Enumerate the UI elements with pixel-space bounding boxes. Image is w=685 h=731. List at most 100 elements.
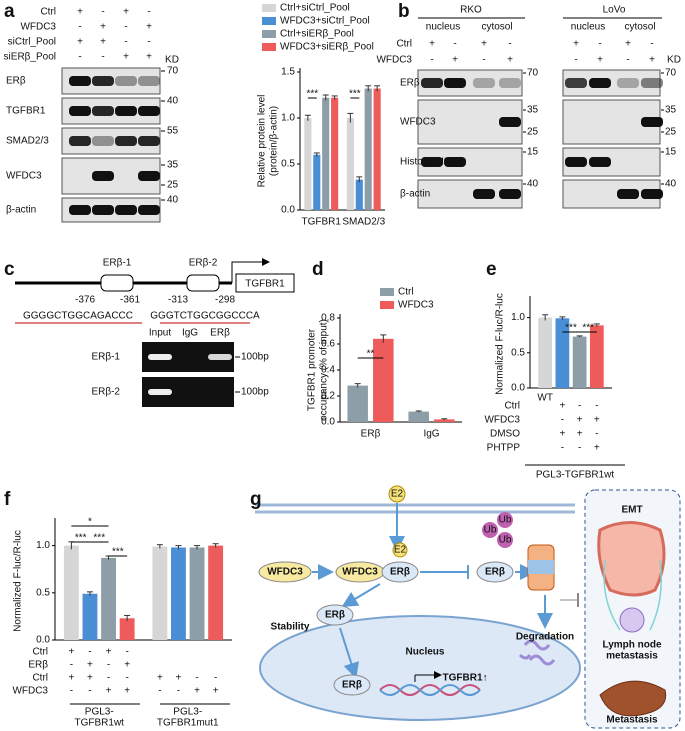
band	[617, 189, 639, 199]
y-tick-label: 1.0	[36, 540, 50, 551]
sign: +	[124, 660, 130, 671]
lymph: metastasis	[606, 651, 658, 662]
kd-value: 70	[527, 68, 539, 79]
stability: Stability	[271, 622, 310, 633]
y-tick-label: 0.2	[321, 391, 335, 402]
band	[92, 136, 114, 146]
site-label: ERβ-2	[189, 258, 218, 269]
kd-value: 35	[167, 160, 179, 171]
band	[92, 76, 114, 86]
row-label: WFDC3	[6, 171, 42, 182]
sign: -	[107, 660, 110, 671]
sign: -	[598, 39, 601, 50]
sign: +	[100, 22, 106, 33]
sign: -	[574, 55, 577, 66]
lane-label: Input	[149, 328, 171, 339]
bar	[589, 325, 604, 388]
sign: -	[101, 7, 104, 18]
row-label: WFDC3	[400, 117, 436, 128]
bar	[208, 545, 224, 640]
band	[138, 171, 160, 181]
sequence: GGGTCTGGCGGCCCA	[150, 311, 260, 322]
wfdc3: WFDC3	[342, 567, 378, 578]
sign: -	[195, 673, 198, 684]
legend-label: Ctrl+siCtrl_Pool	[280, 3, 350, 14]
bar	[101, 557, 116, 640]
bar	[189, 547, 205, 640]
row-label: Histone H3	[400, 157, 450, 168]
y-tick-label: 0.5	[281, 159, 295, 170]
legend-swatch	[380, 301, 394, 309]
marker-label: 100bp	[241, 352, 269, 363]
row-label: DMSO	[490, 429, 520, 440]
sign: +	[87, 673, 93, 684]
binding-site	[186, 274, 220, 292]
row-label: ERβ-1	[91, 352, 120, 363]
y-tick-label: 0.0	[321, 417, 335, 428]
band	[69, 136, 91, 146]
kd-value: 25	[167, 180, 179, 191]
gene-box	[235, 273, 295, 293]
node	[476, 561, 514, 583]
ub	[497, 512, 513, 528]
node	[316, 604, 354, 626]
legend-swatch	[262, 4, 276, 12]
y-axis-label: Normalized F-luc/R-luc	[13, 530, 24, 632]
band	[444, 157, 466, 167]
sign: +	[429, 39, 435, 50]
band	[641, 189, 663, 199]
band	[499, 189, 521, 199]
bar	[373, 88, 381, 210]
band	[589, 157, 611, 167]
sign: +	[559, 429, 565, 440]
legend-label: WFDC3+siCtrl_Pool	[280, 16, 370, 27]
legend-label: WFDC3	[398, 300, 434, 311]
bar	[434, 419, 455, 422]
x-tick-label: PGL3-	[85, 707, 114, 718]
kd-value: 40	[665, 179, 677, 190]
sign: +	[123, 52, 129, 63]
wfdc3: WFDC3	[267, 567, 303, 578]
cell-line: LoVo	[603, 5, 626, 16]
sign: -	[107, 673, 110, 684]
sign: +	[146, 22, 152, 33]
bar	[555, 318, 570, 388]
fraction: cytosol	[624, 22, 655, 33]
position: -313	[168, 295, 188, 306]
row-label: ERβ	[400, 78, 420, 89]
e2: E2	[391, 489, 404, 500]
row-label: β-actin	[6, 205, 36, 216]
row-label: SMAD2/3	[6, 136, 49, 147]
bar	[63, 545, 79, 640]
band	[138, 136, 160, 146]
significance-label: ***	[75, 533, 87, 544]
legend-label: WFDC3+siERβ_Pool	[280, 42, 374, 53]
erb: ERβ	[390, 567, 410, 578]
panel-label: d	[312, 259, 324, 280]
y-tick-label: 0.8	[321, 313, 335, 324]
sign: +	[106, 686, 112, 697]
kd-value: 15	[665, 147, 677, 158]
sign: +	[573, 39, 579, 50]
position: -361	[120, 295, 140, 306]
x-tick-label: ERβ	[361, 429, 381, 440]
sign: +	[452, 55, 458, 66]
bar	[538, 317, 553, 388]
row-label: Ctrl	[32, 647, 48, 658]
e2: E2	[394, 545, 407, 556]
legend-label: Ctrl	[398, 287, 414, 298]
panel-label: e	[486, 259, 497, 280]
legend-swatch	[380, 288, 394, 296]
bar	[82, 593, 98, 640]
sign: -	[125, 647, 128, 658]
sign: -	[561, 443, 564, 454]
bar	[408, 411, 429, 422]
sign: -	[595, 401, 598, 412]
sign: +	[594, 443, 600, 454]
sign: -	[578, 443, 581, 454]
significance-label: **	[367, 349, 375, 360]
construct-label: PGL3-TGFBR1wt	[536, 470, 615, 481]
gene-label: TGFBR1	[245, 279, 285, 290]
y-tick-label: 0.0	[36, 635, 50, 646]
row-label: siERβ_Pool	[4, 52, 56, 63]
